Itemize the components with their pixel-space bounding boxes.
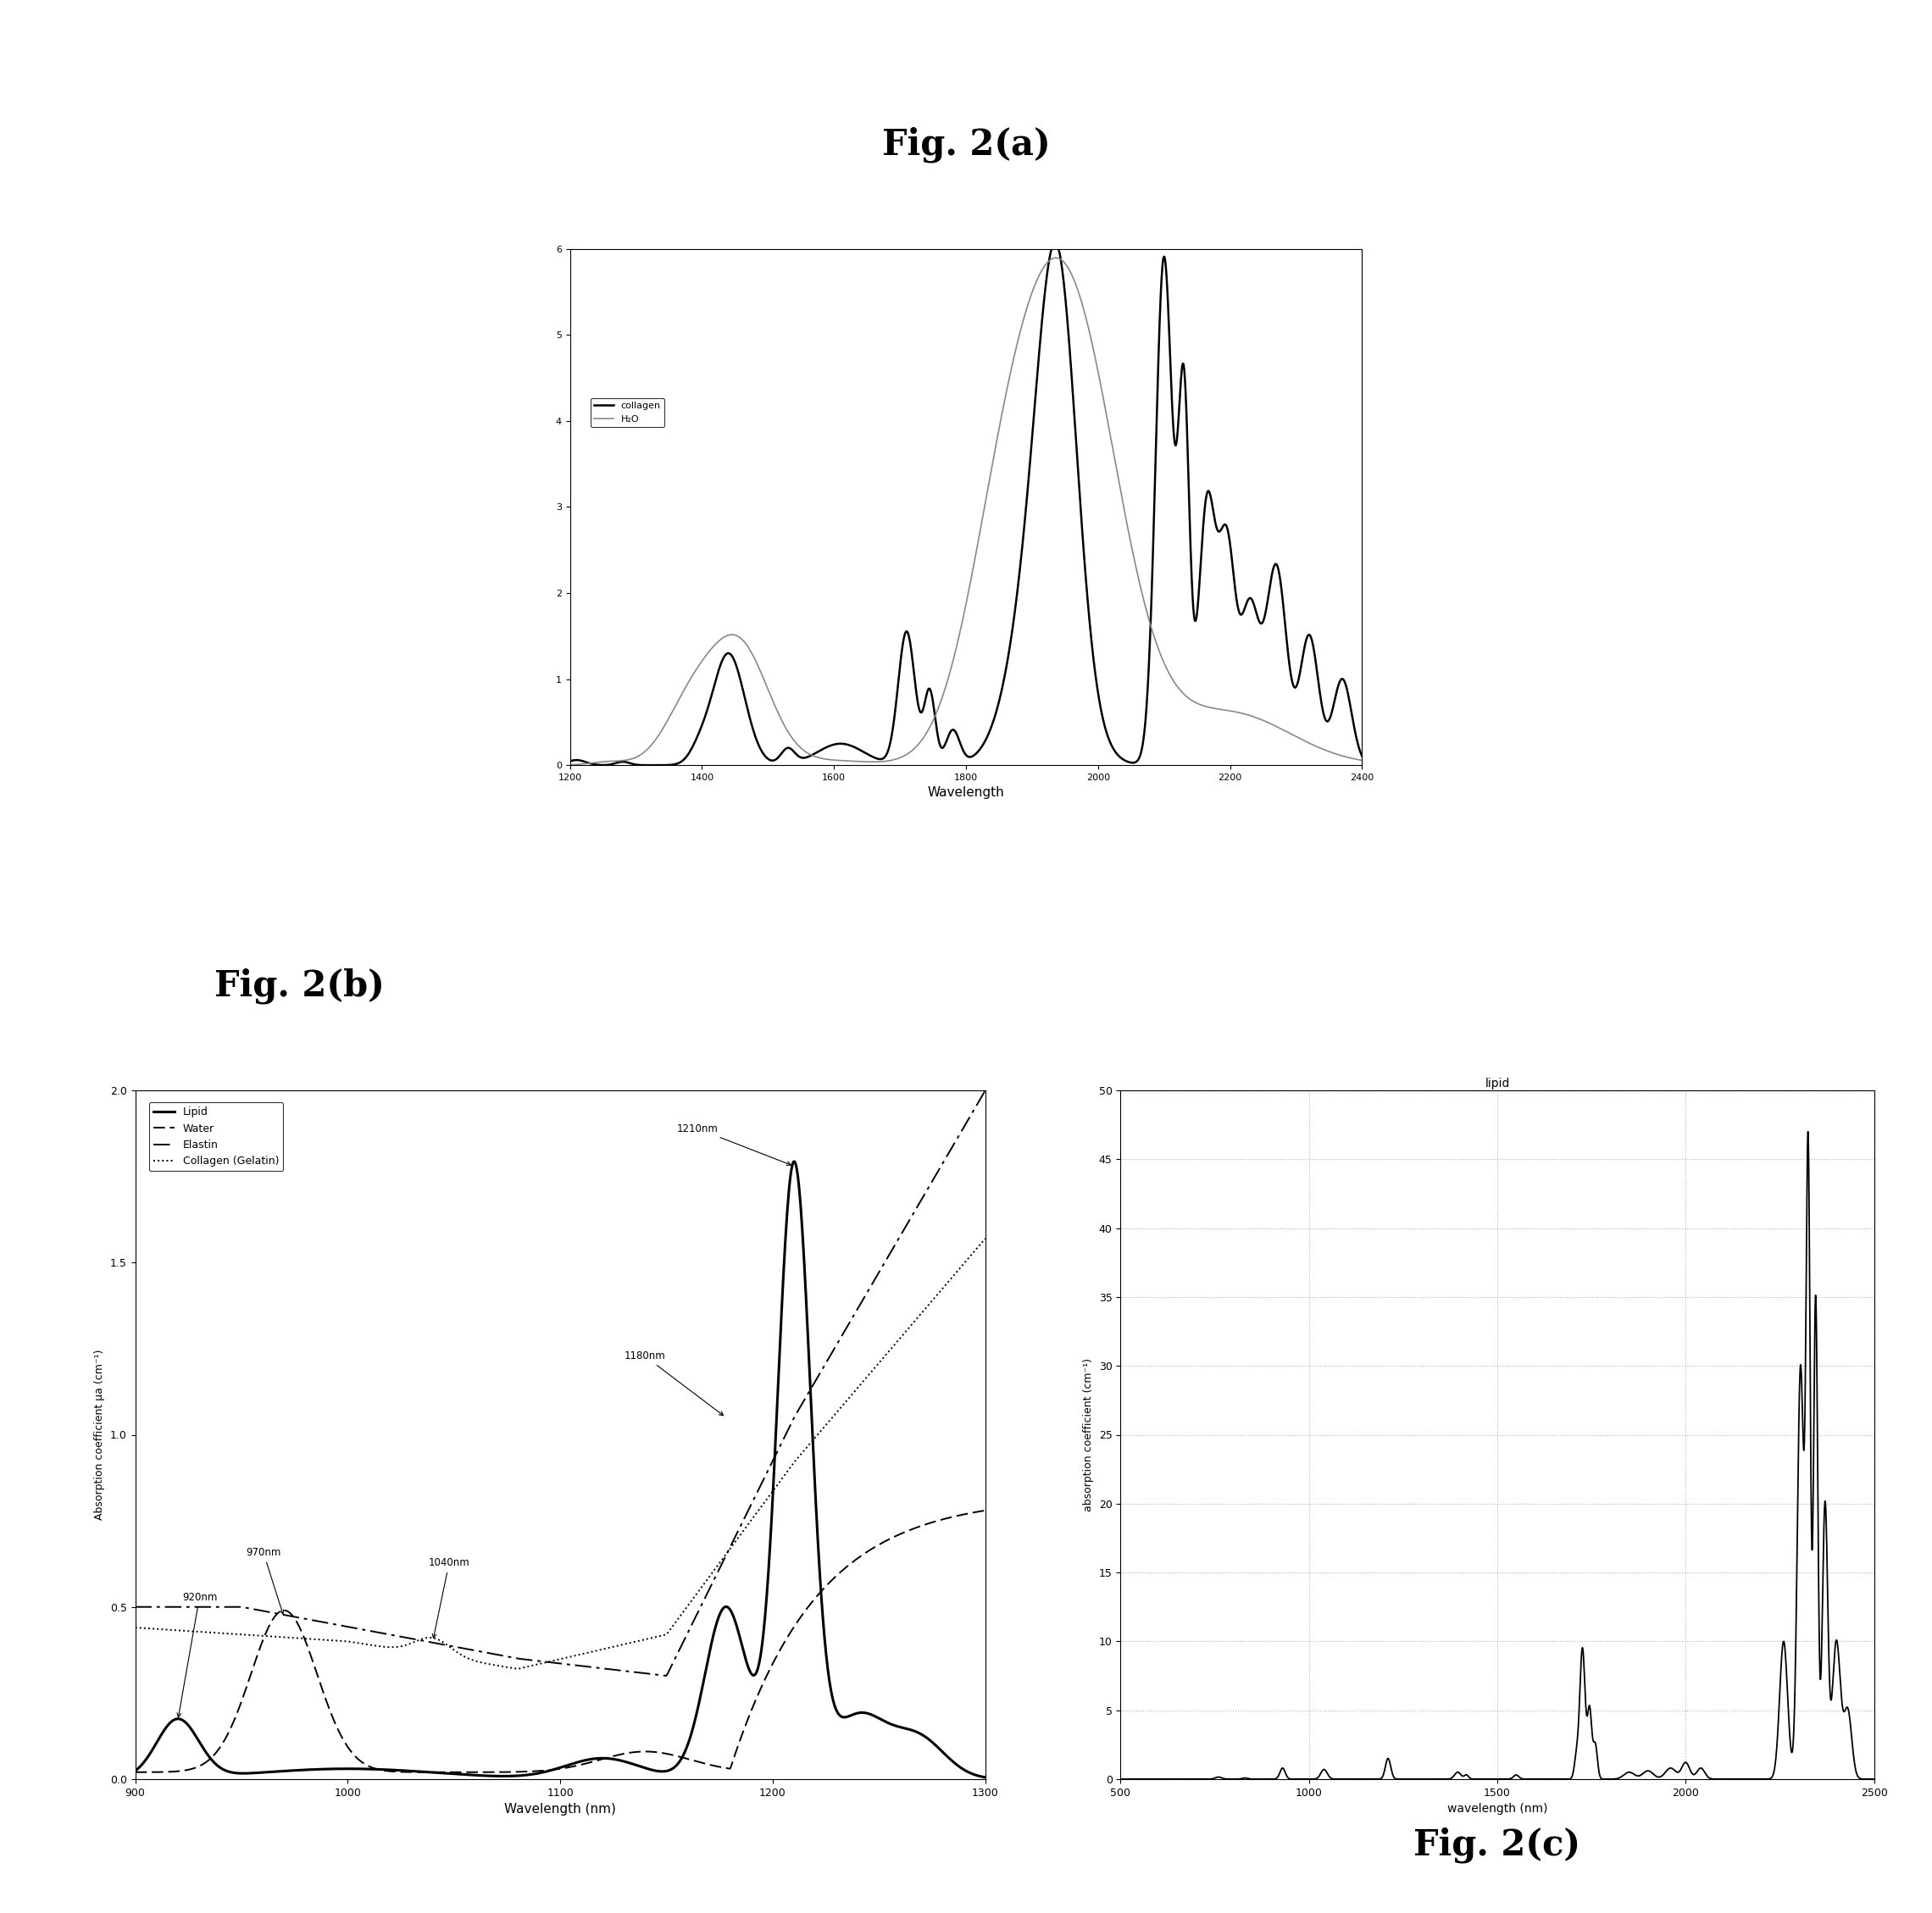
- Title: lipid: lipid: [1486, 1077, 1509, 1088]
- Lipid: [782, 1150, 806, 1173]
- Collagen (Gelatin): [709, 1551, 732, 1574]
- Water: [435, 1760, 458, 1783]
- Lipid: [468, 1764, 491, 1787]
- Line: Lipid: Lipid: [135, 1161, 985, 1777]
- Water: [709, 1756, 732, 1779]
- Water: [124, 1760, 147, 1783]
- Elastin: [211, 1595, 234, 1618]
- Water: [211, 1733, 234, 1756]
- X-axis label: Wavelength: Wavelength: [927, 786, 1005, 800]
- Lipid: [211, 1758, 234, 1781]
- Lipid: [802, 1462, 825, 1484]
- Text: 1210nm: 1210nm: [676, 1123, 790, 1165]
- Y-axis label: Absorption coefficient μa (cm⁻¹): Absorption coefficient μa (cm⁻¹): [95, 1349, 106, 1521]
- X-axis label: Wavelength (nm): Wavelength (nm): [504, 1804, 616, 1815]
- Collagen (Gelatin): [498, 1657, 522, 1680]
- Lipid: [498, 1764, 522, 1787]
- Water: [802, 1588, 825, 1611]
- Lipid: [974, 1766, 997, 1789]
- Elastin: [709, 1557, 732, 1580]
- Line: Elastin: Elastin: [135, 1090, 985, 1676]
- Legend: Lipid, Water, Elastin, Collagen (Gelatin): Lipid, Water, Elastin, Collagen (Gelatin…: [149, 1102, 284, 1171]
- Collagen (Gelatin): [802, 1427, 825, 1450]
- Collagen (Gelatin): [506, 1657, 529, 1680]
- Text: Fig. 2(b): Fig. 2(b): [214, 968, 384, 1004]
- Elastin: [468, 1639, 491, 1662]
- Text: 970nm: 970nm: [245, 1548, 284, 1615]
- Collagen (Gelatin): [788, 1444, 811, 1467]
- X-axis label: wavelength (nm): wavelength (nm): [1447, 1804, 1548, 1815]
- Elastin: [655, 1664, 678, 1687]
- Lipid: [707, 1605, 730, 1628]
- Elastin: [124, 1595, 147, 1618]
- Text: 1180nm: 1180nm: [624, 1351, 723, 1416]
- Line: Collagen (Gelatin): Collagen (Gelatin): [135, 1238, 985, 1668]
- Y-axis label: absorption coefficient (cm⁻¹): absorption coefficient (cm⁻¹): [1084, 1358, 1094, 1511]
- Collagen (Gelatin): [211, 1622, 234, 1645]
- Elastin: [802, 1372, 825, 1395]
- Text: 920nm: 920nm: [178, 1592, 216, 1718]
- Water: [974, 1500, 997, 1523]
- Elastin: [974, 1079, 997, 1102]
- Elastin: [788, 1398, 811, 1421]
- Text: Fig. 2(a): Fig. 2(a): [881, 126, 1051, 163]
- Legend: collagen, H₂O: collagen, H₂O: [591, 398, 665, 427]
- Water: [498, 1760, 522, 1783]
- Collagen (Gelatin): [124, 1616, 147, 1639]
- Line: Water: Water: [135, 1511, 985, 1771]
- Text: Fig. 2(c): Fig. 2(c): [1414, 1827, 1580, 1863]
- Text: 1040nm: 1040nm: [429, 1557, 469, 1638]
- Lipid: [124, 1760, 147, 1783]
- Collagen (Gelatin): [974, 1226, 997, 1249]
- Water: [788, 1609, 811, 1632]
- Elastin: [498, 1645, 522, 1668]
- Lipid: [788, 1175, 811, 1198]
- Water: [468, 1760, 491, 1783]
- Collagen (Gelatin): [468, 1651, 491, 1674]
